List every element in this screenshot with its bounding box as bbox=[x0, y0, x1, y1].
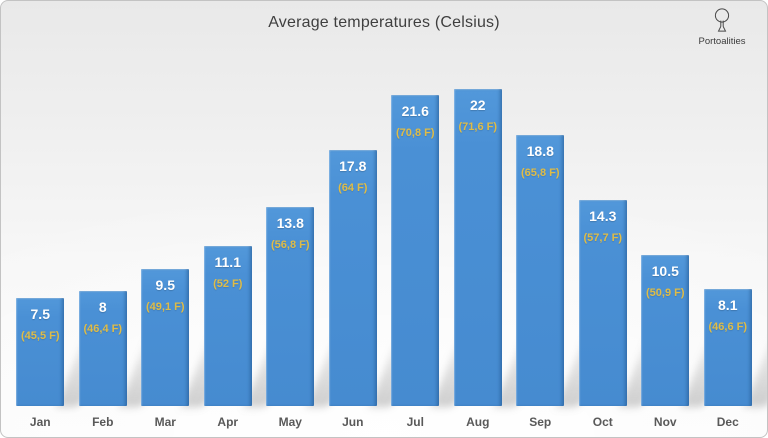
x-axis-label-sep: Sep bbox=[529, 414, 552, 429]
bar-mar: 9.5 (49,1 F) bbox=[141, 269, 190, 406]
x-axis-label-oct: Oct bbox=[592, 414, 613, 429]
x-axis-label-jun: Jun bbox=[342, 414, 364, 429]
bar-column-oct: 14.3 (57,7 F) Oct bbox=[572, 59, 679, 437]
bar-sep: 18.8 (65,8 F) bbox=[516, 135, 565, 406]
celsius-value-label: 8 bbox=[98, 298, 107, 315]
fahrenheit-value-label: (49,1 F) bbox=[145, 301, 185, 314]
bar-dec: 8.1 (46,6 F) bbox=[703, 289, 752, 406]
bar-oct: 14.3 (57,7 F) bbox=[578, 200, 627, 406]
x-axis-label-mar: Mar bbox=[154, 414, 176, 429]
fahrenheit-value-label: (52 F) bbox=[213, 278, 243, 291]
bar-column-mar: 9.5 (49,1 F) Mar bbox=[134, 59, 241, 437]
celsius-value-label: 11.1 bbox=[214, 254, 241, 271]
x-axis-label-jul: Jul bbox=[406, 414, 424, 429]
bar-column-apr: 11.1 (52 F) Apr bbox=[197, 59, 304, 437]
bar-jun: 17.8 (64 F) bbox=[328, 149, 377, 406]
celsius-value-label: 9.5 bbox=[155, 277, 175, 294]
fahrenheit-value-label: (50,9 F) bbox=[645, 286, 685, 299]
celsius-value-label: 8.1 bbox=[718, 297, 738, 314]
bar-column-dec: 8.1 (46,6 F) Dec bbox=[697, 59, 767, 437]
celsius-value-label: 13.8 bbox=[276, 215, 304, 232]
port-wine-glass-icon bbox=[687, 7, 757, 35]
bar-column-nov: 10.5 (50,9 F) Nov bbox=[634, 59, 741, 437]
bar-column-jan: 7.5 (45,5 F) Jan bbox=[9, 59, 116, 437]
celsius-value-label: 7.5 bbox=[30, 306, 50, 322]
celsius-value-label: 17.8 bbox=[339, 157, 367, 174]
fahrenheit-value-label: (57,7 F) bbox=[583, 232, 622, 245]
x-axis-label-apr: Apr bbox=[217, 414, 239, 429]
fahrenheit-value-label: (46,6 F) bbox=[708, 321, 747, 334]
celsius-value-label: 22 bbox=[469, 97, 486, 114]
fahrenheit-value-label: (45,5 F) bbox=[20, 330, 60, 342]
bar-column-jun: 17.8 (64 F) Jun bbox=[322, 59, 429, 437]
bar-column-may: 13.8 (56,8 F) May bbox=[259, 59, 366, 437]
x-axis-label-nov: Nov bbox=[653, 414, 677, 429]
x-axis-label-jan: Jan bbox=[29, 414, 51, 429]
bar-column-feb: 8 (46,4 F) Feb bbox=[72, 59, 179, 437]
chart-title: Average temperatures (Celsius) bbox=[268, 14, 500, 31]
x-axis-label-may: May bbox=[278, 414, 302, 429]
celsius-value-label: 21.6 bbox=[401, 102, 429, 119]
celsius-value-label: 10.5 bbox=[651, 262, 679, 279]
bar-nov: 10.5 (50,9 F) bbox=[641, 254, 690, 406]
fahrenheit-value-label: (56,8 F) bbox=[270, 239, 310, 252]
fahrenheit-value-label: (71,6 F) bbox=[458, 121, 497, 134]
bar-column-jul: 21.6 (70,8 F) Jul bbox=[384, 59, 491, 437]
bar-jan: 7.5 (45,5 F) bbox=[16, 298, 65, 406]
bar-column-sep: 18.8 (65,8 F) Sep bbox=[509, 59, 616, 437]
fahrenheit-value-label: (64 F) bbox=[338, 181, 368, 194]
fahrenheit-value-label: (46,4 F) bbox=[83, 322, 122, 335]
celsius-value-label: 14.3 bbox=[589, 208, 617, 225]
celsius-value-label: 18.8 bbox=[526, 143, 554, 160]
bar-apr: 11.1 (52 F) bbox=[203, 246, 252, 406]
brand-logo: Portoalities bbox=[687, 7, 757, 47]
bar-jul: 21.6 (70,8 F) bbox=[391, 94, 440, 406]
bar-may: 13.8 (56,8 F) bbox=[266, 207, 315, 406]
x-axis-label-dec: Dec bbox=[716, 414, 739, 429]
brand-logo-text: Portoalities bbox=[698, 36, 746, 47]
bar-feb: 8 (46,4 F) bbox=[78, 290, 127, 406]
fahrenheit-value-label: (70,8 F) bbox=[395, 126, 435, 139]
bar-chart: 7.5 (45,5 F) Jan 8 (46,4 F) Feb 9.5 (49,… bbox=[9, 59, 767, 437]
x-axis-label-feb: Feb bbox=[92, 414, 114, 429]
bar-aug: 22 (71,6 F) bbox=[453, 89, 502, 406]
x-axis-label-aug: Aug bbox=[466, 414, 490, 429]
bar-column-aug: 22 (71,6 F) Aug bbox=[447, 59, 554, 437]
fahrenheit-value-label: (65,8 F) bbox=[520, 167, 560, 180]
